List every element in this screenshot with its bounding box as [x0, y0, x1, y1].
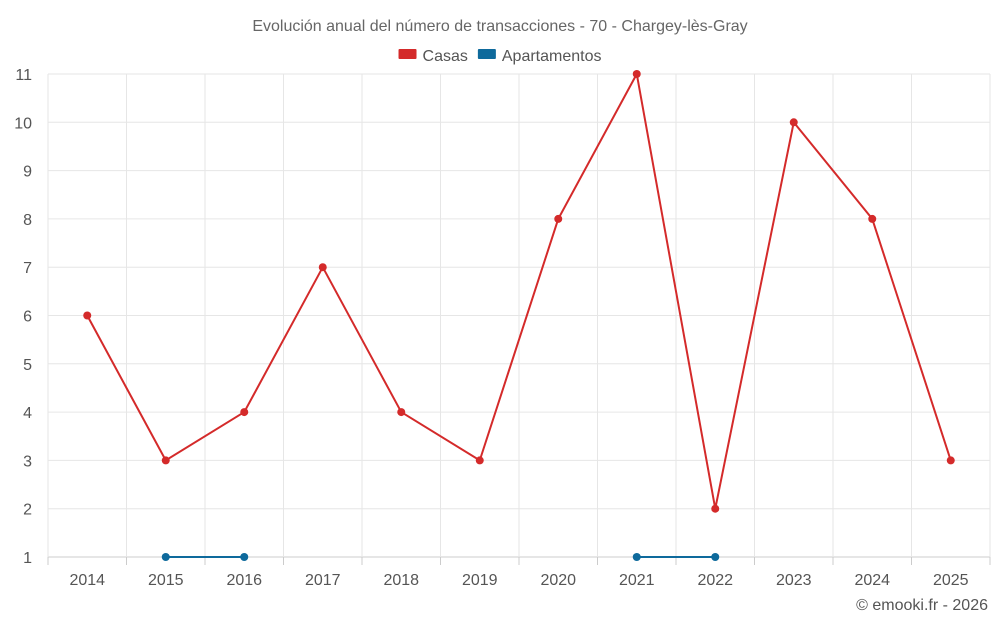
data-point[interactable] [83, 311, 92, 320]
grid [47, 73, 991, 565]
data-point[interactable] [240, 553, 249, 561]
series-casas [83, 70, 955, 513]
data-point[interactable] [632, 70, 641, 78]
data-point[interactable] [475, 456, 484, 465]
data-point[interactable] [711, 504, 720, 513]
x-tick-label: 2015 [148, 572, 184, 589]
x-tick-label: 2025 [933, 572, 969, 589]
x-tick-label: 2016 [226, 572, 262, 589]
legend-item-casas[interactable]: Casas [398, 48, 468, 65]
series-apartamentos [161, 553, 720, 561]
data-point[interactable] [554, 214, 563, 223]
data-point[interactable] [946, 456, 955, 465]
x-tick-label: 2023 [776, 572, 812, 589]
y-tick-label: 6 [23, 309, 32, 326]
credit-text: © emooki.fr - 2026 [856, 597, 988, 614]
y-tick-label: 8 [23, 212, 32, 229]
x-tick-label: 2020 [540, 572, 576, 589]
series-line [86, 71, 952, 509]
data-point[interactable] [711, 553, 720, 561]
y-axis-ticks: 1 2 3 4 5 6 7 8 9 10 11 [14, 67, 32, 567]
legend-label: Apartamentos [502, 48, 602, 65]
y-tick-label: 1 [23, 550, 32, 567]
legend-label: Casas [423, 48, 468, 65]
y-tick-label: 4 [23, 405, 32, 422]
legend-swatch [477, 49, 496, 59]
x-tick-label: 2017 [305, 572, 341, 589]
y-tick-label: 10 [14, 115, 32, 132]
data-point[interactable] [632, 553, 641, 561]
data-point[interactable] [240, 408, 249, 417]
data-point[interactable] [397, 408, 406, 417]
series [83, 70, 955, 561]
y-tick-label: 3 [23, 453, 32, 470]
x-tick-label: 2024 [854, 572, 890, 589]
legend: Casas Apartamentos [398, 48, 602, 65]
y-tick-label: 2 [23, 502, 32, 519]
x-tick-label: 2014 [69, 572, 105, 589]
chart-title: Evolución anual del número de transaccio… [252, 18, 747, 35]
data-point[interactable] [868, 214, 877, 223]
x-tick-label: 2021 [619, 572, 655, 589]
y-tick-label: 7 [23, 260, 32, 277]
data-point[interactable] [161, 553, 170, 561]
data-point[interactable] [161, 456, 170, 465]
data-point[interactable] [318, 263, 327, 272]
data-point[interactable] [789, 118, 798, 127]
x-axis-ticks: 2014 2015 2016 2017 2018 2019 2020 2021 2022 2023… [69, 572, 968, 589]
x-tick-label: 2018 [383, 572, 419, 589]
x-tick-label: 2022 [697, 572, 733, 589]
x-tick-label: 2019 [462, 572, 498, 589]
y-tick-label: 9 [23, 164, 32, 181]
y-tick-label: 11 [15, 67, 32, 84]
y-tick-label: 5 [23, 357, 32, 374]
legend-item-apartamentos[interactable]: Apartamentos [477, 48, 602, 65]
legend-swatch [398, 49, 417, 59]
